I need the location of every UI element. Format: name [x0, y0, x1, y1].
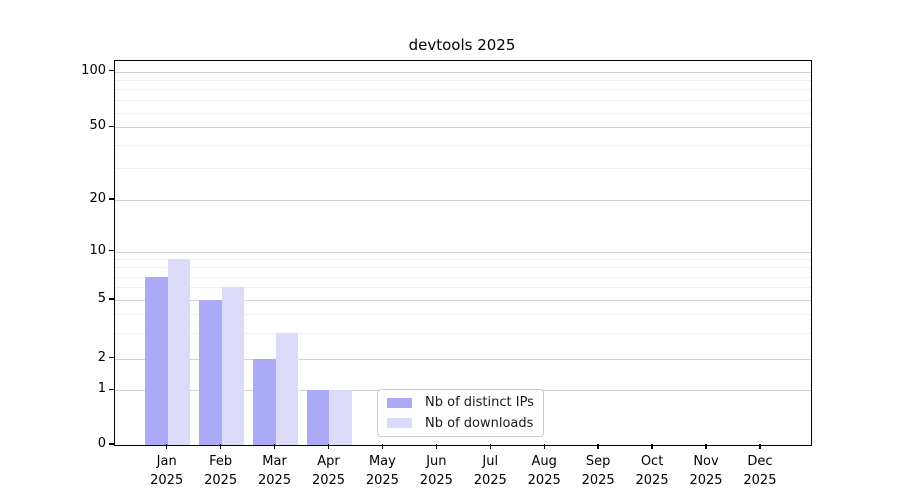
x-tick-mark	[543, 444, 545, 449]
y-tick-mark	[109, 198, 114, 200]
y-tick-mark	[109, 443, 114, 445]
y-tick-mark	[109, 250, 114, 252]
x-tick-label: May 2025	[365, 454, 399, 488]
legend-item: Nb of distinct IPs	[387, 395, 543, 410]
bar-mar-ips	[253, 358, 276, 445]
legend-swatch-icon	[387, 418, 412, 429]
x-tick-label: Jul 2025	[473, 454, 507, 488]
x-tick-mark	[327, 444, 330, 449]
y-tick-mark	[109, 125, 114, 127]
x-tick-mark	[435, 444, 438, 449]
major-gridline	[115, 127, 811, 129]
legend-swatch-icon	[387, 397, 412, 408]
y-tick-mark	[109, 298, 114, 300]
x-tick-mark	[381, 444, 384, 449]
x-tick-label: Mar 2025	[258, 454, 292, 488]
x-tick-mark	[273, 444, 276, 449]
bar-jan-ips	[145, 276, 168, 445]
minor-gridline	[115, 259, 811, 261]
x-tick-label: Nov 2025	[689, 454, 723, 488]
y-tick-label: 0	[97, 436, 106, 451]
y-tick-label: 10	[89, 242, 106, 258]
x-tick-mark	[219, 444, 222, 449]
minor-gridline	[115, 167, 811, 169]
x-tick-label: Oct 2025	[635, 454, 669, 488]
x-tick-mark	[166, 444, 168, 449]
y-tick-label: 5	[97, 291, 106, 306]
legend-item: Nb of downloads	[387, 416, 543, 431]
x-tick-label: Jan 2025	[150, 454, 184, 488]
minor-gridline	[115, 276, 811, 278]
x-tick-mark	[489, 444, 491, 449]
bar-feb-downloads	[221, 287, 244, 445]
minor-gridline	[115, 332, 811, 334]
chart-title: devtools 2025	[408, 36, 516, 54]
y-tick-mark	[109, 357, 114, 359]
legend-item-label: Nb of downloads	[425, 415, 534, 431]
bar-apr-ips	[307, 390, 330, 445]
bar-feb-ips	[199, 300, 222, 445]
minor-gridline	[115, 100, 811, 102]
x-tick-label: Feb 2025	[204, 454, 238, 488]
major-gridline	[115, 300, 811, 301]
y-tick-label: 50	[89, 118, 106, 134]
minor-gridline	[115, 112, 811, 114]
x-tick-label: Apr 2025	[311, 454, 346, 488]
x-tick-mark	[651, 444, 653, 449]
major-gridline	[115, 251, 811, 253]
x-tick-mark	[759, 444, 761, 449]
minor-gridline	[115, 145, 811, 146]
x-tick-label: Dec 2025	[743, 454, 777, 488]
minor-gridline	[115, 287, 811, 289]
legend: Nb of distinct IPs Nb of downloads	[377, 389, 544, 437]
x-tick-mark	[597, 444, 599, 449]
y-tick-label: 1	[97, 381, 106, 397]
x-tick-label: Jun 2025	[419, 454, 453, 488]
bar-apr-downloads	[329, 390, 352, 445]
y-tick-mark	[109, 388, 114, 390]
y-tick-label: 100	[81, 62, 106, 78]
legend-item-label: Nb of distinct IPs	[425, 395, 534, 411]
major-gridline	[115, 358, 811, 360]
x-tick-label: Sep 2025	[581, 454, 615, 488]
y-tick-label: 2	[97, 349, 106, 365]
bar-mar-downloads	[275, 332, 298, 445]
minor-gridline	[115, 89, 811, 91]
x-tick-label: Aug 2025	[527, 454, 561, 488]
x-tick-mark	[705, 444, 707, 449]
minor-gridline	[115, 79, 811, 81]
y-tick-mark	[109, 69, 114, 72]
major-gridline	[115, 200, 811, 201]
major-gridline	[115, 71, 811, 73]
y-tick-label: 20	[89, 191, 106, 206]
plot-area	[114, 60, 812, 446]
minor-gridline	[115, 314, 811, 316]
bar-jan-downloads	[167, 259, 190, 445]
minor-gridline	[115, 267, 811, 269]
